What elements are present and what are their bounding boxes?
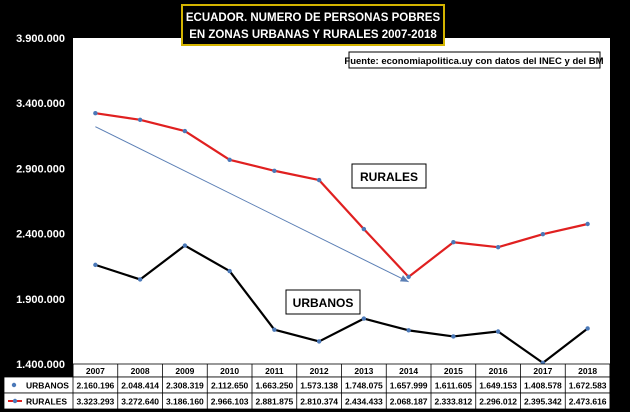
y-tick-label: 1.900.000 bbox=[16, 294, 65, 306]
data-label-urbanos-2012: 1.573.138 bbox=[300, 381, 338, 391]
data-label-rurales-2007: 3.323.293 bbox=[76, 397, 114, 407]
data-label-rurales-2011: 2.881.875 bbox=[255, 397, 293, 407]
x-tick-label: 2016 bbox=[489, 366, 508, 376]
data-point-urbanos-2018 bbox=[585, 326, 590, 331]
data-label-rurales-2009: 3.186.160 bbox=[166, 397, 204, 407]
urbanos-label-box bbox=[285, 289, 361, 315]
data-label-rurales-2015: 2.333.812 bbox=[434, 397, 472, 407]
y-tick-label: 3.900.000 bbox=[16, 33, 65, 45]
rurales-label-box bbox=[351, 163, 427, 189]
data-label-rurales-2014: 2.068.187 bbox=[390, 397, 428, 407]
y-tick-label: 2.400.000 bbox=[16, 229, 65, 241]
x-tick-label: 2007 bbox=[86, 366, 105, 376]
data-label-urbanos-2018: 1.672.583 bbox=[569, 381, 607, 391]
series-lines bbox=[95, 112, 589, 364]
series-line-rurales bbox=[95, 112, 588, 278]
data-label-urbanos-2008: 2.048.414 bbox=[121, 381, 159, 391]
data-point-rurales-2007 bbox=[93, 111, 98, 116]
legend-label-urbanos: URBANOS bbox=[26, 381, 69, 391]
data-label-urbanos-2017: 1.408.578 bbox=[524, 381, 562, 391]
y-tick-label: 2.900.000 bbox=[16, 163, 65, 175]
data-point-rurales-2015 bbox=[451, 240, 456, 245]
x-tick-label: 2018 bbox=[578, 366, 597, 376]
data-point-rurales-2011 bbox=[272, 168, 277, 173]
data-point-urbanos-2016 bbox=[495, 329, 501, 334]
data-label-urbanos-2011: 1.663.250 bbox=[255, 381, 293, 391]
data-point-rurales-2008 bbox=[137, 117, 143, 123]
data-label-urbanos-2015: 1.611.605 bbox=[435, 381, 473, 391]
data-point-urbanos-2007 bbox=[93, 262, 98, 268]
data-point-urbanos-2013 bbox=[361, 316, 367, 321]
data-label-urbanos-2016: 1.649.153 bbox=[479, 381, 517, 391]
data-point-rurales-2009 bbox=[182, 128, 188, 134]
data-point-rurales-2014 bbox=[406, 274, 411, 280]
data-point-urbanos-2012 bbox=[316, 339, 322, 344]
data-point-rurales-2016 bbox=[495, 244, 501, 250]
legend-marker-rurales bbox=[12, 398, 18, 404]
data-table: 2007 2008 2009 2010 2011 2012 2013 2014 2015 2016… bbox=[3, 363, 611, 410]
data-point-urbanos-2008 bbox=[137, 277, 143, 282]
data-point-urbanos-2011 bbox=[272, 327, 277, 332]
data-label-urbanos-2010: 2.112.650 bbox=[211, 381, 249, 391]
trend-arrow-line bbox=[95, 126, 409, 283]
data-point-urbanos-2009 bbox=[182, 243, 188, 248]
urbanos-label: URBANOS bbox=[293, 296, 354, 310]
x-tick-label: 2010 bbox=[220, 366, 239, 376]
series-points bbox=[93, 111, 590, 366]
x-tick-label: 2013 bbox=[354, 366, 373, 376]
y-tick-label: 3.400.000 bbox=[16, 98, 65, 110]
source-note: Fuente: economiapolitica.uy con datos de… bbox=[344, 56, 603, 67]
data-label-urbanos-2014: 1.657.999 bbox=[390, 381, 428, 391]
data-label-rurales-2016: 2.296.012 bbox=[479, 397, 517, 407]
y-tick-label: 1.400.000 bbox=[16, 359, 65, 371]
plot-area bbox=[73, 38, 610, 364]
data-label-urbanos-2013: 1.748.075 bbox=[345, 381, 383, 391]
x-tick-label: 2014 bbox=[399, 366, 418, 376]
legend-marker-urbanos bbox=[11, 382, 17, 388]
y-axis: 1.400.000 1.900.000 2.400.000 2.900.000 3.40… bbox=[16, 33, 65, 371]
data-label-rurales-2008: 3.272.640 bbox=[121, 397, 159, 407]
data-label-rurales-2013: 2.434.433 bbox=[345, 397, 383, 407]
x-tick-label: 2012 bbox=[310, 366, 329, 376]
data-label-rurales-2017: 2.395.342 bbox=[524, 397, 562, 407]
data-point-rurales-2018 bbox=[585, 221, 590, 227]
series-line-urbanos bbox=[95, 244, 589, 364]
chart-title-line-1: ECUADOR. NUMERO DE PERSONAS POBRES bbox=[186, 12, 441, 24]
rurales-label: RURALES bbox=[360, 170, 418, 184]
x-tick-label: 2015 bbox=[444, 366, 463, 376]
data-point-rurales-2013 bbox=[361, 226, 367, 232]
data-point-rurales-2012 bbox=[316, 177, 322, 183]
title-box bbox=[181, 4, 445, 46]
data-label-rurales-2010: 2.966.103 bbox=[211, 397, 249, 407]
trend-arrow-head bbox=[399, 275, 409, 282]
data-point-urbanos-2010 bbox=[227, 268, 232, 274]
legend-label-rurales: RURALES bbox=[26, 397, 67, 407]
x-tick-label: 2017 bbox=[533, 366, 552, 376]
x-tick-label: 2008 bbox=[131, 366, 150, 376]
chart-title-line-2: EN ZONAS URBANAS Y RURALES 2007-2018 bbox=[189, 29, 437, 41]
data-point-rurales-2010 bbox=[227, 157, 232, 162]
x-tick-label: 2009 bbox=[175, 366, 194, 376]
data-point-rurales-2017 bbox=[540, 232, 546, 237]
data-point-urbanos-2014 bbox=[406, 328, 411, 333]
data-label-urbanos-2009: 2.308.319 bbox=[166, 381, 204, 391]
data-label-rurales-2018: 2.473.616 bbox=[569, 397, 607, 407]
source-note-box bbox=[348, 51, 601, 69]
data-label-urbanos-2007: 2.160.196 bbox=[76, 381, 114, 391]
data-point-urbanos-2015 bbox=[451, 334, 456, 339]
data-label-rurales-2012: 2.810.374 bbox=[300, 397, 338, 407]
trend-arrow bbox=[95, 126, 409, 283]
x-tick-label: 2011 bbox=[265, 366, 284, 376]
